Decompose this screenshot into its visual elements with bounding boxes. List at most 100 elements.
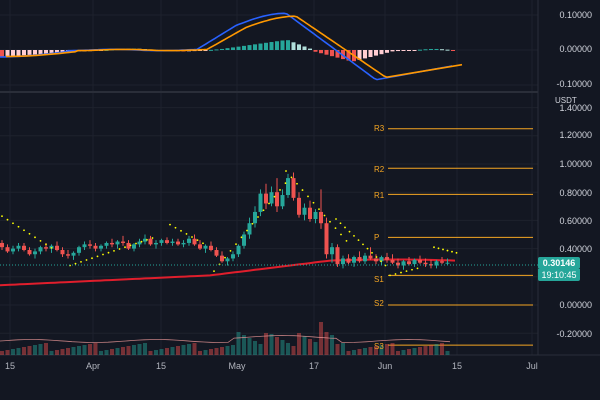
macd-histogram-bar	[407, 50, 411, 51]
sar-dot	[318, 208, 320, 211]
pivot-label-r1: R1	[374, 191, 385, 200]
macd-histogram-bar	[412, 50, 417, 51]
candle-body	[352, 257, 356, 263]
candle-body	[38, 247, 43, 252]
volume-bar	[192, 343, 197, 355]
sar-dot	[284, 182, 287, 185]
macd-histogram-bar	[0, 50, 4, 57]
macd-histogram-bar	[363, 50, 367, 59]
sar-dot	[301, 189, 304, 191]
pivot-label-r3: R3	[374, 124, 385, 133]
macd-histogram-bar	[418, 49, 422, 51]
candle-body	[330, 247, 334, 255]
candle-timer-tag: 19:10:45	[538, 269, 580, 281]
sar-dot	[124, 246, 126, 249]
volume-bar	[82, 345, 87, 355]
candle-body	[341, 258, 345, 265]
volume-bar	[220, 347, 224, 355]
volume-bar	[121, 347, 125, 355]
volume-bar	[445, 351, 450, 355]
price-axis-tick: 1.20000	[559, 130, 592, 140]
volume-bar	[93, 343, 98, 355]
candle-body	[121, 241, 125, 243]
sar-dot	[23, 229, 25, 232]
volume-bar	[291, 346, 296, 355]
candle-body	[44, 247, 48, 249]
sar-dot	[353, 235, 355, 237]
candle-body	[66, 254, 70, 256]
candle-body	[440, 261, 444, 263]
volume-bar	[176, 346, 180, 355]
macd-histogram-bar	[5, 50, 10, 57]
candle-body	[104, 242, 109, 246]
candle-body	[99, 245, 103, 249]
candle-body	[115, 241, 120, 245]
sar-dot	[433, 246, 435, 249]
price-axis-tick: -0.20000	[556, 329, 592, 339]
macd-histogram-bar	[401, 50, 406, 51]
volume-bar	[297, 333, 301, 355]
candle-body	[401, 261, 406, 266]
candle-body	[5, 247, 10, 252]
sar-dot	[174, 226, 177, 229]
candle-body	[280, 195, 285, 207]
volume-bar	[253, 341, 257, 355]
volume-bar	[335, 344, 340, 355]
volume-bar	[33, 345, 37, 355]
current-price-tag: 0.30146	[538, 257, 580, 269]
macd-histogram-bar	[429, 48, 433, 50]
candle-body	[231, 254, 235, 259]
candle-body	[11, 248, 15, 252]
macd-histogram-bar	[44, 50, 48, 54]
macd-histogram-bar	[440, 49, 444, 51]
sar-dot	[296, 182, 298, 185]
sar-dot	[185, 233, 188, 235]
volume-bar	[275, 337, 279, 355]
candle-body	[143, 238, 147, 242]
pivot-label-s3: S3	[374, 342, 384, 351]
candle-body	[253, 211, 257, 224]
macd-histogram-bar	[291, 42, 296, 50]
volume-bar	[44, 343, 48, 355]
volume-bar	[286, 343, 290, 355]
volume-bar	[16, 348, 21, 355]
candle-body	[187, 238, 191, 243]
sar-dot	[80, 260, 82, 263]
sar-dot	[91, 257, 93, 260]
candle-body	[412, 259, 417, 265]
volume-bar	[49, 351, 54, 355]
macd-histogram-bar	[374, 50, 378, 56]
macd-histogram-bar	[275, 41, 279, 50]
macd-histogram-bar	[247, 45, 252, 50]
volume-bar	[390, 343, 395, 355]
volume-bar	[368, 347, 373, 355]
candle-body	[423, 262, 428, 265]
volume-bar	[71, 347, 76, 355]
sar-dot	[405, 270, 408, 273]
candle-body	[429, 264, 433, 266]
volume-bar	[269, 334, 274, 355]
sar-dot	[224, 256, 226, 259]
macd-histogram-bar	[214, 49, 219, 51]
volume-bar	[159, 349, 164, 355]
time-axis-tick: May	[228, 361, 246, 371]
sar-dot	[140, 240, 143, 243]
volume-bar	[302, 336, 307, 355]
sar-dot	[213, 270, 215, 273]
volume-bar	[412, 348, 417, 355]
sar-dot	[411, 268, 413, 271]
macd-histogram-bar	[231, 47, 235, 50]
candle-body	[88, 244, 92, 246]
time-axis-tick: Jul	[526, 361, 538, 371]
sar-dot	[12, 222, 14, 225]
volume-bar	[346, 351, 351, 355]
sar-dot	[196, 239, 199, 242]
macd-signal-line	[6, 15, 463, 79]
candle-body	[214, 250, 219, 256]
sar-dot	[348, 230, 351, 233]
volume-bar	[352, 350, 356, 355]
sar-dot	[45, 243, 47, 246]
candle-body	[258, 193, 263, 212]
sar-dot	[279, 189, 281, 191]
